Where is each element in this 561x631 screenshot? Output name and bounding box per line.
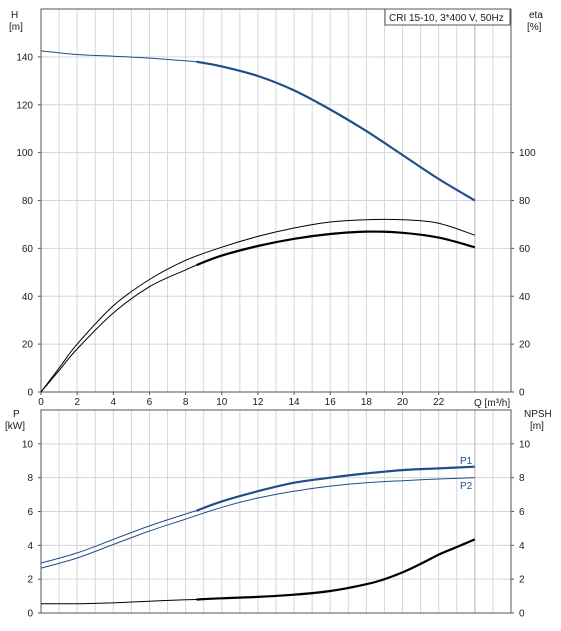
- right-tick-label: 2: [519, 575, 525, 586]
- left-tick-label: 6: [27, 507, 33, 518]
- right-tick-label: 20: [519, 340, 531, 351]
- series-label-p2: P2: [460, 481, 473, 492]
- x-tick-label: 6: [147, 397, 153, 408]
- bottom-left-axis-unit: [kW]: [5, 421, 25, 432]
- right-tick-label: 40: [519, 292, 531, 303]
- x-tick-label: 12: [252, 397, 264, 408]
- series-label-p1: P1: [460, 456, 473, 467]
- left-tick-label: 100: [16, 148, 33, 159]
- x-tick-label: 4: [111, 397, 117, 408]
- x-tick-label: 22: [433, 397, 445, 408]
- series-black-thick: [196, 538, 476, 601]
- top-right-axis-unit: [%]: [527, 22, 542, 33]
- left-tick-label: 140: [16, 52, 33, 63]
- right-tick-label: 8: [519, 473, 525, 484]
- frame-layer: [38, 8, 514, 614]
- left-tick-label: 120: [16, 100, 33, 111]
- left-tick-label: 0: [27, 388, 33, 399]
- x-tick-label: 14: [289, 397, 301, 408]
- x-axis-label: Q [m³/h]: [474, 398, 510, 409]
- right-tick-label: 10: [519, 439, 531, 450]
- chart-title: CRI 15-10, 3*400 V, 50Hz: [389, 13, 504, 24]
- right-tick-label: 6: [519, 507, 525, 518]
- left-tick-label: 20: [22, 340, 34, 351]
- left-tick-label: 80: [22, 196, 34, 207]
- bottom-right-axis-label: NPSH: [524, 409, 552, 420]
- top-left-axis-label: H: [11, 10, 18, 21]
- right-tick-label: 0: [519, 609, 525, 620]
- left-tick-label: 10: [22, 439, 34, 450]
- top-right-axis-label: eta: [529, 10, 543, 21]
- left-tick-label: 40: [22, 292, 34, 303]
- top-left-axis-unit: [m]: [9, 22, 23, 33]
- x-tick-label: 20: [397, 397, 409, 408]
- x-tick-label: 0: [38, 397, 44, 408]
- x-tick-label: 10: [216, 397, 228, 408]
- left-tick-label: 8: [27, 473, 33, 484]
- right-tick-label: 0: [519, 388, 525, 399]
- left-tick-label: 0: [27, 609, 33, 620]
- series-black-thin: [40, 599, 197, 605]
- series-black-thin: [40, 264, 197, 393]
- right-tick-label: 100: [519, 148, 536, 159]
- right-tick-label: 80: [519, 196, 531, 207]
- left-tick-label: 60: [22, 244, 34, 255]
- series-blue-thick: [196, 60, 476, 202]
- bottom-right-axis-unit: [m]: [530, 421, 544, 432]
- grid-layer: [41, 9, 511, 613]
- series-layer: [40, 50, 476, 605]
- series-black-thin: [40, 218, 475, 393]
- series-p1-blue-thin: [40, 510, 197, 564]
- x-tick-label: 8: [183, 397, 189, 408]
- x-tick-label: 18: [361, 397, 373, 408]
- series-blue-thin: [40, 50, 197, 63]
- series-black-thick: [196, 230, 476, 267]
- x-tick-label: 2: [74, 397, 80, 408]
- left-tick-label: 2: [27, 575, 33, 586]
- series-p1-blue-thick: [196, 465, 475, 512]
- x-tick-label: 16: [325, 397, 337, 408]
- title-box: [384, 8, 511, 26]
- left-tick-label: 4: [27, 541, 33, 552]
- series-p2-blue-thin: [40, 477, 475, 569]
- bottom-left-axis-label: P: [13, 409, 20, 420]
- right-tick-label: 4: [519, 541, 525, 552]
- right-tick-label: 60: [519, 244, 531, 255]
